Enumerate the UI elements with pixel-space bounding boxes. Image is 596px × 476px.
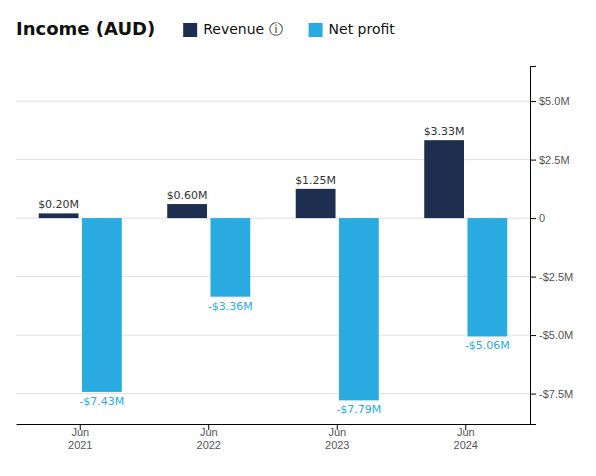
bar: [467, 218, 507, 336]
y-tick-mark: [530, 394, 536, 395]
data-label: $1.25M: [295, 174, 336, 187]
data-label: $3.33M: [424, 125, 465, 138]
bar: [39, 213, 79, 218]
x-tick: Jun2021: [68, 424, 92, 451]
legend: Revenue ⓘ Net profit: [183, 21, 395, 37]
y-tick-label: -$7.5M: [539, 388, 573, 400]
bar: [167, 204, 207, 218]
y-tick-label: 0: [539, 212, 545, 224]
y-tick-mark: [530, 101, 536, 102]
x-tick-label-line: Jun: [328, 426, 346, 438]
grid-line: [16, 393, 530, 394]
grid: [16, 101, 530, 393]
header: Income (AUD) Revenue ⓘ Net profit: [16, 18, 395, 39]
legend-item: Revenue ⓘ: [183, 21, 282, 37]
x-axis-line: [17, 424, 531, 425]
x-tick-label-line: Jun: [71, 426, 89, 438]
y-tick-label: $5.0M: [539, 95, 570, 107]
y-tick-label: -$5.0M: [539, 329, 573, 341]
y-tick-mark: [530, 218, 536, 219]
title: Income (AUD): [16, 18, 155, 39]
x-tick-label: Jun2023: [325, 426, 349, 451]
x-axis: Jun2021Jun2022Jun2023Jun2024: [17, 424, 531, 451]
data-label: -$7.79M: [336, 403, 381, 416]
y-tick: -$7.5M: [530, 388, 573, 400]
data-label: $0.60M: [167, 189, 208, 202]
y-tick: -$2.5M: [530, 271, 573, 283]
x-tick-label-line: Jun: [457, 426, 475, 438]
x-tick: Jun2022: [197, 424, 221, 451]
data-label: $0.20M: [38, 198, 79, 211]
y-tick-mark: [530, 335, 536, 336]
bar: [82, 218, 122, 392]
x-tick-label-line: 2021: [68, 439, 92, 451]
bar: [210, 218, 250, 297]
y-axis: $5.0M $2.5M 0 -$2.5M -$5.0M -$7.5M: [530, 67, 573, 425]
y-tick-mark: [530, 160, 536, 161]
plot: $0.20M $0.60M $1.25M $3.33M -$7.43M -$3.36M -$…: [16, 67, 573, 452]
grid-line: [16, 101, 530, 102]
y-tick-mark: [530, 277, 536, 278]
y-tick-label: -$2.5M: [539, 271, 573, 283]
legend-swatch: [183, 23, 197, 37]
y-tick: $5.0M: [530, 95, 570, 107]
y-axis-line: [531, 67, 537, 425]
y-tick-label: $2.5M: [539, 154, 570, 166]
data-label: -$5.06M: [465, 339, 510, 352]
x-tick-label: Jun2021: [68, 426, 92, 451]
y-tick: $2.5M: [530, 154, 570, 166]
x-tick-label-line: Jun: [200, 426, 218, 438]
legend-label: Net profit: [329, 21, 396, 37]
y-tick: 0: [530, 212, 545, 224]
bar: [339, 218, 379, 400]
legend-swatch: [309, 23, 323, 37]
x-tick-label-line: 2022: [197, 439, 221, 451]
bars: [39, 140, 508, 400]
x-tick-label: Jun2024: [454, 426, 478, 451]
y-tick: -$5.0M: [530, 329, 573, 341]
bar: [424, 140, 464, 218]
chart: Income (AUD)Revenue ⓘNet profit$0.20M$0.…: [0, 0, 596, 476]
bar: [296, 189, 336, 218]
data-label: -$7.43M: [79, 395, 124, 408]
x-tick-label-line: 2023: [325, 439, 349, 451]
x-tick: Jun2024: [454, 424, 478, 451]
x-tick-label: Jun2022: [197, 426, 221, 451]
x-tick-label-line: 2024: [454, 439, 478, 451]
legend-label: Revenue ⓘ: [203, 21, 282, 37]
legend-item: Net profit: [309, 21, 396, 37]
x-tick: Jun2023: [325, 424, 349, 451]
data-label: -$3.36M: [208, 300, 253, 313]
data-labels: $0.20M $0.60M $1.25M $3.33M -$7.43M -$3.36M -$…: [38, 125, 510, 416]
